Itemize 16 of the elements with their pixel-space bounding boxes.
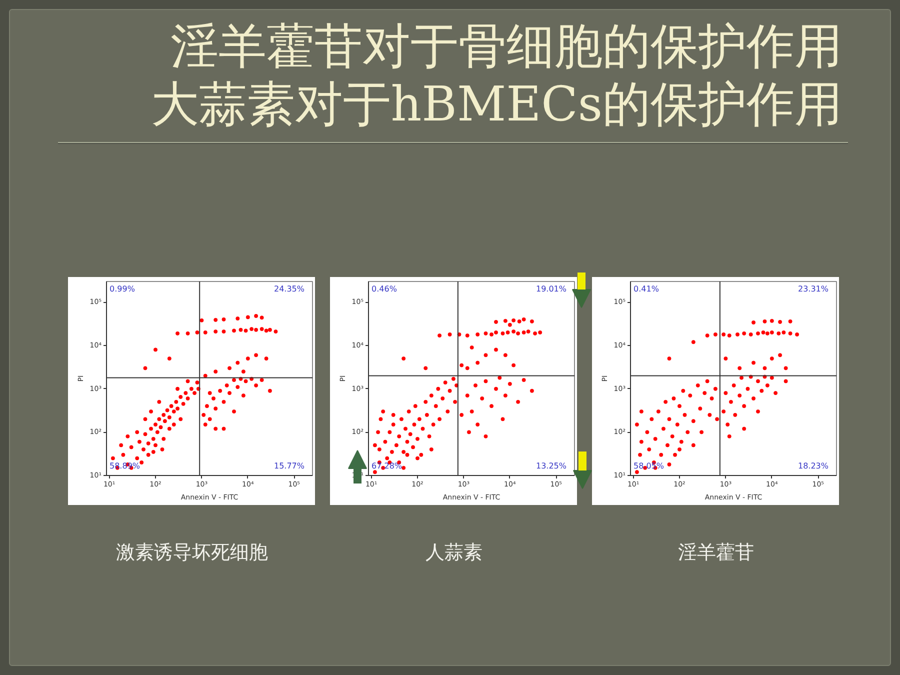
annotation: 13.25% — [536, 462, 567, 470]
annotation: 0.41% — [634, 284, 660, 294]
annotation: 0.99% — [110, 284, 136, 294]
annotation: 19.01% — [536, 284, 567, 294]
annotation: 15.77% — [274, 462, 305, 470]
text: 淫羊藿苷对于骨细胞的保护作用 — [170, 18, 842, 74]
text: 人蒜素 — [426, 542, 482, 564]
annotation: 23.31% — [798, 284, 829, 294]
annotation: 0.46% — [372, 284, 398, 294]
text: 激素诱导坏死细胞 — [116, 542, 268, 564]
annotation: 18.23% — [798, 462, 829, 470]
annotation: 67.28% — [372, 462, 402, 470]
text: 大蒜素对于hBMECs的保护作用 — [150, 76, 842, 132]
annotation: 58.05% — [634, 462, 664, 470]
text: 淫羊藿苷 — [678, 542, 754, 564]
annotation: 24.35% — [274, 284, 305, 294]
